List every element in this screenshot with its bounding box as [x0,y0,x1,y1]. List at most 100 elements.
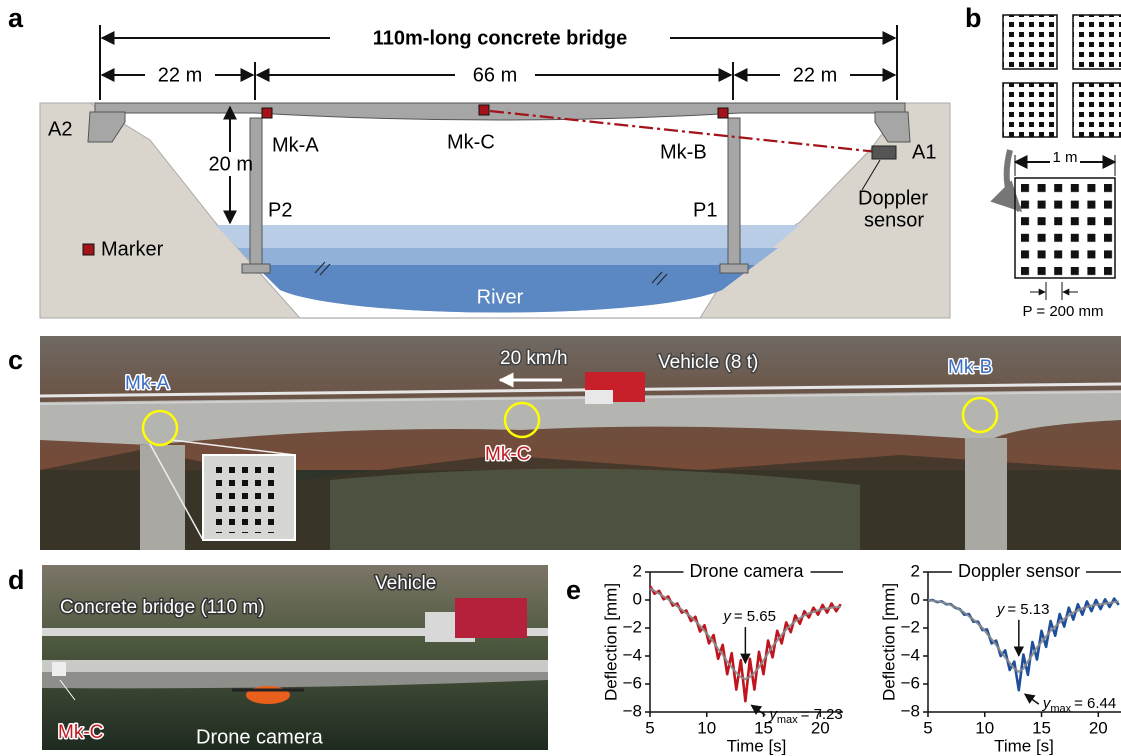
y-tick-label: −4 [901,645,920,664]
bridge-label: Concrete bridge (110 m) [60,597,265,618]
y-tick-label: 0 [633,589,642,608]
marker-label: Mk-C [485,444,530,465]
pitch-label: P = 200 mm [1022,303,1103,320]
abutment-label: A2 [48,118,72,140]
marker-patterns-part [1073,15,1121,69]
sensor-label: Doppler [858,187,928,209]
bridge-diagram-part [718,108,728,118]
bridge-diagram-part [720,264,748,273]
panel-b: b 1 m P = 200 mm [965,3,1121,320]
marker-patterns-part [1003,83,1057,137]
annotation-arrow [1025,694,1039,704]
x-axis-label: Time [s] [727,736,787,755]
bridge-title: 110m-long concrete bridge [373,27,628,49]
x-tick-label: 10 [697,718,716,737]
panel-d: d Concrete bridge (110 m) Vehicle Mk-C D… [8,565,548,750]
annotation: y= 5.13 [996,601,1050,618]
chart-title: Doppler sensor [958,561,1080,581]
annotation-part: = 6.44 [1074,695,1116,712]
annotation-part: = 5.65 [734,608,776,625]
photo-drone-part [455,598,527,638]
y-tick-label: −8 [901,701,920,720]
marker-patterns-part [1015,178,1115,278]
y-axis-label: Deflection [mm] [601,583,620,701]
annotation-part: y [722,608,732,625]
x-tick-label: 15 [1032,718,1051,737]
marker-label: Mk-C [447,131,495,153]
y-tick-label: 2 [633,561,642,580]
photo-drone [42,565,548,750]
vehicle-label: Vehicle [375,573,436,594]
panel-c: c Mk-A Mk-C Mk-B 20 km/h Vehicle (8 t) [8,336,1121,550]
bridge-diagram-part [83,244,94,255]
photo-drone-part [52,662,66,676]
x-tick-label: 20 [1089,718,1108,737]
marker-label: Mk-B [660,141,707,163]
span-label: 22 m [793,64,837,86]
pier-label: P1 [693,199,717,221]
chart-title: Drone camera [689,561,804,581]
annotation: y= 5.65 [722,608,776,625]
y-tick-label: −4 [623,645,642,664]
panel-label: a [8,3,24,33]
annotation-arrow [751,705,765,715]
marker-label: Mk-B [948,357,992,378]
annotation-part: = 5.13 [1007,601,1049,618]
speed-label: 20 km/h [500,348,568,369]
x-axis-label: Time [s] [994,736,1054,755]
bridge-diagram-part [250,118,262,266]
panel-a: a 110m-long concrete bridge 22 m 66 m 22… [8,3,950,318]
y-axis-label: Deflection [mm] [879,583,898,701]
photo-bridge-part [140,445,185,550]
annotation-part: max [1050,703,1071,715]
marker-label: Mk-C [58,722,103,743]
y-tick-label: −2 [901,617,920,636]
photo-drone-part [42,565,548,750]
x-tick-label: 5 [923,718,932,737]
annotation-part: max [777,714,798,726]
photo-bridge-part [330,469,860,550]
marker-label: Mk-A [272,134,319,156]
height-label: 20 m [209,153,253,175]
photo-bridge-part [965,438,1007,550]
photo-bridge-part [585,390,613,404]
figure: a 110m-long concrete bridge 22 m 66 m 22… [0,0,1121,756]
y-tick-label: 2 [911,561,920,580]
y-tick-label: −2 [623,617,642,636]
bridge-diagram-part [242,264,270,273]
span-label: 22 m [158,64,202,86]
y-tick-label: −6 [901,673,920,692]
page: a 110m-long concrete bridge 22 m 66 m 22… [0,0,1121,756]
abutment-label: A1 [912,141,936,163]
bridge-diagram-part [479,105,489,115]
panel-label: e [566,575,581,605]
width-label: 1 m [1052,149,1077,166]
photo-drone-part [42,660,548,672]
river-label: River [477,286,524,308]
panel-label: c [8,345,23,375]
y-tick-label: −8 [623,701,642,720]
bridge-diagram-part [872,146,896,159]
chart: 20−2−4−6−85101520Time [s]Deflection [mm]… [879,561,1121,756]
photo-bridge-part [212,463,280,533]
panel-label: d [8,565,25,595]
sensor-label: sensor [864,209,924,231]
annotation: ymax= 7.23 [768,706,842,726]
x-tick-label: 5 [645,718,654,737]
vehicle-label: Vehicle (8 t) [658,352,758,373]
bridge-diagram-part [262,108,272,118]
bridge-diagram-part [728,118,740,266]
x-tick-label: 10 [975,718,994,737]
annotation: ymax= 6.44 [1042,695,1116,715]
marker-patterns-part [1003,15,1057,69]
y-tick-label: 0 [911,589,920,608]
legend-label: Marker [101,238,164,260]
pier-label: P2 [268,199,292,221]
annotation-part: = 7.23 [801,706,843,723]
marker-label: Mk-A [125,373,170,394]
panel-label: b [965,3,982,33]
annotation-part: y [996,601,1006,618]
camera-label: Drone camera [196,726,324,748]
